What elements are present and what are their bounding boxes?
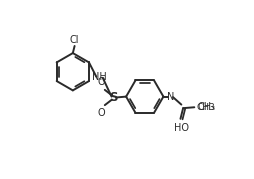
Text: O: O bbox=[98, 108, 106, 118]
Text: CH₃: CH₃ bbox=[198, 102, 216, 112]
Text: NH: NH bbox=[92, 72, 107, 82]
Text: HO: HO bbox=[174, 123, 189, 133]
Text: S: S bbox=[109, 91, 118, 104]
Text: O: O bbox=[98, 77, 106, 87]
Text: N: N bbox=[167, 92, 174, 102]
Text: CH3: CH3 bbox=[196, 103, 215, 112]
Text: Cl: Cl bbox=[70, 35, 79, 45]
